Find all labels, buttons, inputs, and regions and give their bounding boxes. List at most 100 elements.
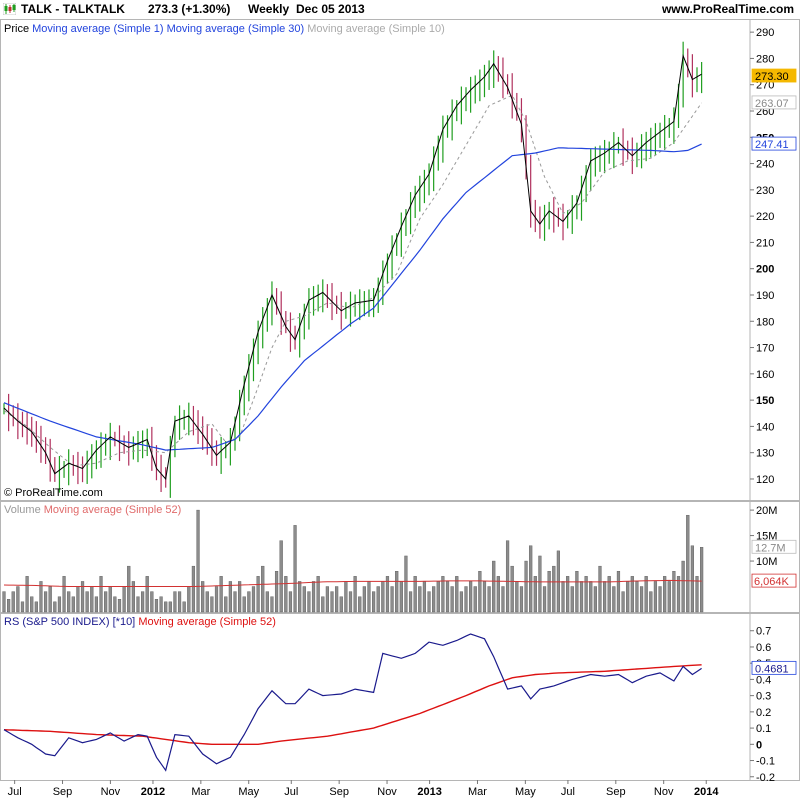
volume-bar <box>376 586 380 613</box>
price-tick-label: 160 <box>756 369 774 381</box>
volume-bar <box>422 581 427 613</box>
volume-bar <box>131 581 135 613</box>
volume-bar <box>302 586 306 613</box>
volume-tick-label: 15M <box>756 531 777 543</box>
volume-bar <box>196 509 200 613</box>
volume-bar <box>67 591 71 613</box>
price-tick-label: 220 <box>756 211 774 223</box>
volume-bar <box>598 565 602 613</box>
volume-bar <box>432 586 436 613</box>
volume-bar <box>505 540 510 613</box>
volume-ma-line <box>3 579 702 587</box>
volume-bar <box>145 576 149 613</box>
volume-bar <box>224 596 228 613</box>
price-tick-label: 130 <box>756 448 774 460</box>
volume-bar <box>427 591 431 613</box>
volume-bar <box>43 591 48 613</box>
volume-bar <box>445 581 450 613</box>
volume-bar <box>214 586 219 613</box>
x-tick-label: Nov <box>377 786 397 798</box>
volume-bar <box>270 596 274 613</box>
rs-tick-label: 0.7 <box>756 626 771 638</box>
volume-bar <box>228 581 232 613</box>
volume-bar <box>164 601 168 613</box>
volume-bar <box>76 586 80 613</box>
volume-bar <box>117 599 122 613</box>
volume-bar <box>418 586 422 613</box>
volume-bar <box>589 581 593 613</box>
volume-bar <box>459 591 463 613</box>
volume-bar <box>279 540 283 613</box>
quote-date: Dec 05 2013 <box>296 2 365 16</box>
volume-bar <box>256 576 260 613</box>
volume-bar <box>150 591 154 613</box>
price-tick-label: 170 <box>756 343 774 355</box>
volume-bar <box>53 601 57 613</box>
volume-bar <box>353 576 357 613</box>
volume-bar <box>57 596 62 613</box>
volume-bar <box>649 591 653 613</box>
rs-tick-label: 0.2 <box>756 707 771 719</box>
volume-bar <box>469 581 473 613</box>
rs-ma-line <box>3 664 702 745</box>
volume-bar <box>413 576 417 613</box>
volume-bar <box>399 581 403 613</box>
volume-bar <box>404 555 408 613</box>
volume-bar <box>284 576 288 613</box>
volume-bar <box>566 576 570 613</box>
volume-bar <box>473 586 477 613</box>
volume-bar <box>663 576 667 613</box>
volume-bar <box>529 545 533 613</box>
price-last-label-box <box>751 68 797 83</box>
volume-bar <box>621 591 625 613</box>
volume-bar <box>695 576 699 613</box>
rs-line <box>3 633 702 772</box>
volume-bar <box>700 547 704 613</box>
volume-bar <box>325 586 329 613</box>
volume-bar <box>367 581 371 613</box>
volume-bar <box>408 591 413 613</box>
x-tick-label: 2013 <box>417 786 441 798</box>
volume-bar <box>372 591 376 613</box>
volume-bar <box>455 576 459 613</box>
volume-bar <box>584 576 588 613</box>
x-tick-label: Mar <box>191 786 210 798</box>
copyright: © ProRealTime.com <box>4 487 103 499</box>
site-link[interactable]: www.ProRealTime.com <box>661 2 794 16</box>
volume-bar <box>612 586 616 613</box>
volume-bar <box>644 576 648 613</box>
volume-bar <box>159 596 163 613</box>
ma10-line <box>3 94 703 467</box>
volume-bar <box>293 525 297 613</box>
volume-bar <box>201 581 205 613</box>
volume-bar <box>168 601 172 613</box>
price-tick-label: 210 <box>756 237 774 249</box>
x-tick-label: Nov <box>654 786 674 798</box>
x-tick-label: Nov <box>101 786 121 798</box>
volume-bar <box>191 565 196 613</box>
x-tick-label: May <box>515 786 536 798</box>
rs-panel <box>0 613 800 781</box>
volume-bar <box>482 581 487 613</box>
volume-bar <box>362 586 366 613</box>
volume-bar <box>48 586 52 613</box>
volume-bar <box>154 599 159 613</box>
volume-bar <box>173 591 177 613</box>
volume-bar <box>658 586 662 613</box>
rs-legend: RS (S&P 500 INDEX) [*10] Moving average … <box>4 616 276 628</box>
rs-tick-label: -0.2 <box>756 772 775 784</box>
volume-bar <box>676 576 681 613</box>
x-tick-label: Sep <box>606 786 626 798</box>
volume-bar <box>233 591 237 613</box>
volume-bar <box>205 591 209 613</box>
price-tick-label: 150 <box>756 395 774 407</box>
volume-bar <box>501 586 505 613</box>
volume-last-label: 12.7M <box>755 542 786 554</box>
price-tick-label: 240 <box>756 159 774 171</box>
volume-bar <box>25 576 29 613</box>
volume-bar <box>681 560 685 613</box>
price-tick-label: 230 <box>756 185 774 197</box>
volume-bar <box>94 596 98 613</box>
x-tick-label: Sep <box>53 786 73 798</box>
